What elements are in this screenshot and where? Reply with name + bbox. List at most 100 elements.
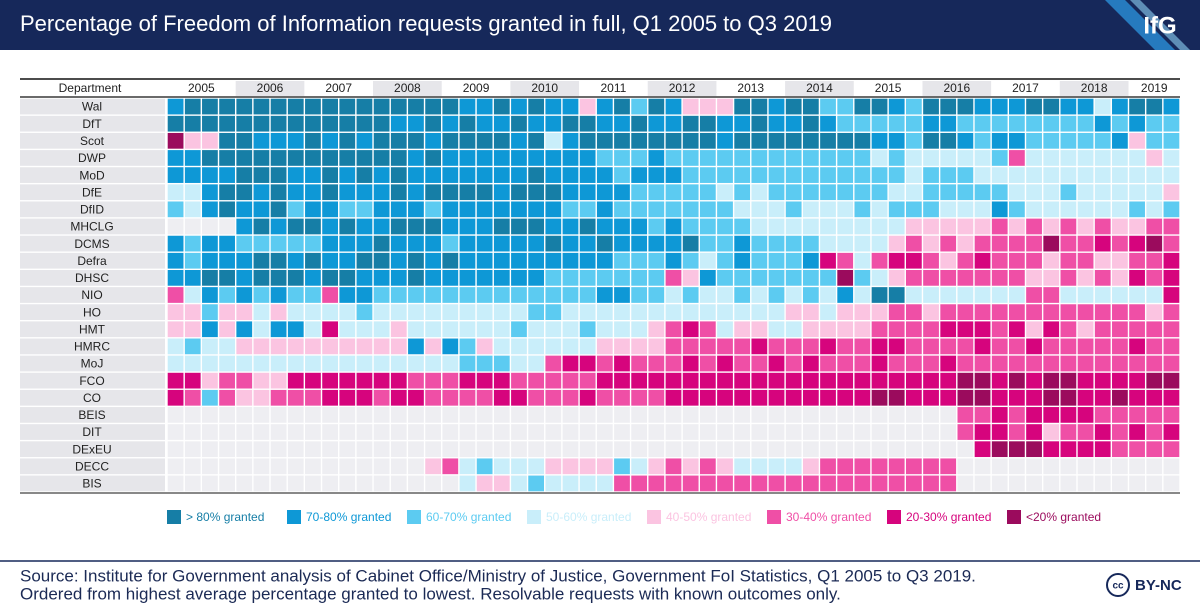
cell [305,167,321,183]
cell [442,338,459,355]
cell [1060,287,1077,303]
cell [991,441,1008,458]
cell [1077,270,1094,286]
cell [287,338,304,355]
cell [579,389,596,406]
cell [871,287,888,303]
cell [339,98,356,115]
cell [596,218,613,235]
no-data-cell [614,441,630,458]
legend-swatch [287,510,301,524]
row-label: FCO [79,374,104,388]
cell [545,321,562,338]
cell [648,98,665,115]
cell [820,270,836,286]
no-data-cell [888,424,905,440]
cell [236,201,253,218]
cell [1129,132,1145,149]
cell [1146,338,1163,355]
no-data-cell [528,424,545,440]
cell [476,252,493,269]
cell [682,252,699,269]
no-data-cell [219,407,235,423]
cell [305,287,321,303]
cell [476,115,493,132]
cell [1129,150,1145,166]
cell [991,424,1008,440]
cell [1146,389,1163,406]
no-data-cell [631,407,648,423]
no-data-cell [545,441,562,458]
cell [854,184,871,201]
cell [923,304,939,320]
cell [1009,407,1025,423]
cell [991,372,1008,389]
cell [768,115,785,132]
cell [442,458,459,475]
cell [1026,372,1042,389]
cell [1163,304,1180,320]
cell [734,115,751,132]
cell [923,475,939,492]
cell [1060,304,1077,320]
cell [442,321,459,338]
cell [820,184,836,201]
cell [751,389,768,406]
cell [493,167,510,183]
no-data-cell [665,441,682,458]
cell [459,115,476,132]
cell [734,304,751,320]
cell [957,270,974,286]
cell [905,372,922,389]
cell [390,355,407,372]
cell [236,355,253,372]
cell [854,218,871,235]
cell [648,115,665,132]
cell [665,304,682,320]
no-data-cell [717,424,733,440]
no-data-cell [202,475,218,492]
cell [1009,132,1025,149]
cell [373,270,390,286]
cell [940,115,957,132]
cell [1009,338,1025,355]
cell [1009,270,1025,286]
cell [614,150,630,166]
cell [1060,424,1077,440]
cell [631,150,648,166]
cell [940,338,957,355]
cell [1094,98,1111,115]
cell [1129,252,1145,269]
cell [648,184,665,201]
cell [287,184,304,201]
cell [236,218,253,235]
cell [751,132,768,149]
legend-swatch [1007,510,1021,524]
cell [1146,252,1163,269]
cell [837,218,854,235]
cell [339,235,356,252]
cell [802,475,819,492]
cell [562,235,579,252]
cell [579,475,596,492]
cell [287,287,304,303]
cell [339,287,356,303]
cell [991,115,1008,132]
cell [631,235,648,252]
row-label: DECC [75,459,109,473]
cell [1146,167,1163,183]
cell [1043,98,1060,115]
cell [1163,252,1180,269]
cell [768,132,785,149]
cell [1026,424,1042,440]
logo-stripe [1130,0,1190,50]
cell [751,355,768,372]
cell [923,150,939,166]
cell [923,458,939,475]
cell [1077,252,1094,269]
cell [356,338,373,355]
cell [785,304,802,320]
cell [408,372,424,389]
cell [1129,270,1145,286]
cell [425,458,442,475]
